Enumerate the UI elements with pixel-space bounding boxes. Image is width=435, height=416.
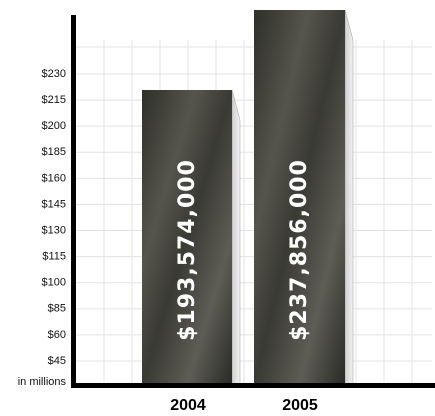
x-label: 2005 <box>282 397 318 414</box>
y-axis-labels: $230 $215 $200 $185 $160 $145 $130 $115 $100 $85 $… <box>42 68 66 367</box>
y-tick-label: $230 <box>42 68 66 80</box>
y-tick-label: $115 <box>42 251 66 263</box>
y-tick-label: $60 <box>48 329 66 341</box>
y-tick-label: $100 <box>42 277 66 289</box>
y-tick-label: $160 <box>42 172 66 184</box>
y-tick-label: $215 <box>42 94 66 106</box>
y-tick-label: $45 <box>48 355 66 367</box>
bar-side <box>344 9 354 386</box>
bar-label: $237,856,000 <box>287 159 312 341</box>
y-tick-label: $200 <box>42 120 66 132</box>
bar-2005: $237,856,000 <box>254 9 354 386</box>
y-axis <box>71 15 76 388</box>
x-axis <box>71 383 435 388</box>
y-tick-label: $85 <box>48 303 66 315</box>
y-tick-label: $185 <box>42 146 66 158</box>
bar <box>254 10 345 385</box>
x-label: 2004 <box>170 397 206 414</box>
bar-2004: $193,574,000 <box>142 89 241 386</box>
unit-note: in millions <box>18 376 67 388</box>
bar-label: $193,574,000 <box>175 159 200 341</box>
bar-side <box>231 89 241 386</box>
bar <box>142 90 232 385</box>
y-tick-label: $145 <box>42 198 66 210</box>
y-tick-label: $130 <box>42 224 66 236</box>
